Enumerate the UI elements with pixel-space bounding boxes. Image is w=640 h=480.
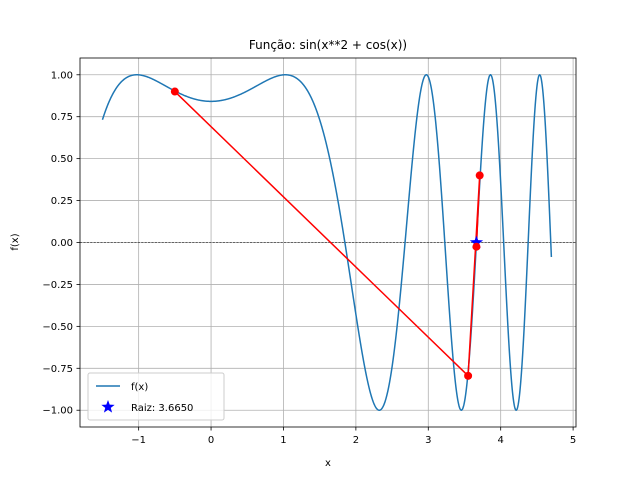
y-axis: −1.00 −0.75 −0.50 −0.25 0.00 0.25 0.50 0.75 1.00 (42, 70, 80, 417)
legend-box (87, 372, 225, 421)
iteration-point (170, 87, 179, 96)
x-axis: −1 0 1 2 3 4 5 (131, 427, 576, 446)
x-tick-label: 0 (208, 435, 214, 446)
root-marker (469, 235, 484, 249)
iteration-point (464, 371, 473, 380)
x-tick-label: −1 (131, 435, 146, 446)
y-tick-label: −1.00 (42, 406, 73, 417)
y-tick-label: −0.50 (42, 322, 73, 333)
y-axis-label: f(x) (10, 233, 21, 250)
legend: f(x) Raiz: 3.6650 (87, 372, 225, 421)
legend-label-function: f(x) (131, 382, 148, 393)
y-tick-label: 1.00 (51, 70, 73, 81)
star-icon (101, 400, 115, 413)
y-tick-label: 0.50 (51, 154, 73, 165)
legend-label-root: Raiz: 3.6650 (131, 403, 193, 414)
plot-area (101, 73, 553, 412)
y-tick-label: 0.75 (51, 112, 73, 123)
x-axis-label: x (325, 458, 331, 469)
secant-path (174, 91, 481, 378)
iteration-point (472, 242, 481, 251)
chart-title: Função: sin(x**2 + cos(x)) (249, 38, 407, 52)
y-tick-label: −0.25 (42, 280, 73, 291)
x-tick-label: 1 (280, 435, 286, 446)
y-tick-label: −0.75 (42, 364, 73, 375)
y-tick-label: 0.25 (51, 196, 73, 207)
x-tick-label: 5 (570, 435, 576, 446)
y-tick-label: 0.00 (51, 238, 73, 249)
x-tick-label: 4 (498, 435, 504, 446)
x-tick-label: 3 (425, 435, 431, 446)
x-tick-label: 2 (353, 435, 359, 446)
iteration-point (475, 171, 484, 180)
